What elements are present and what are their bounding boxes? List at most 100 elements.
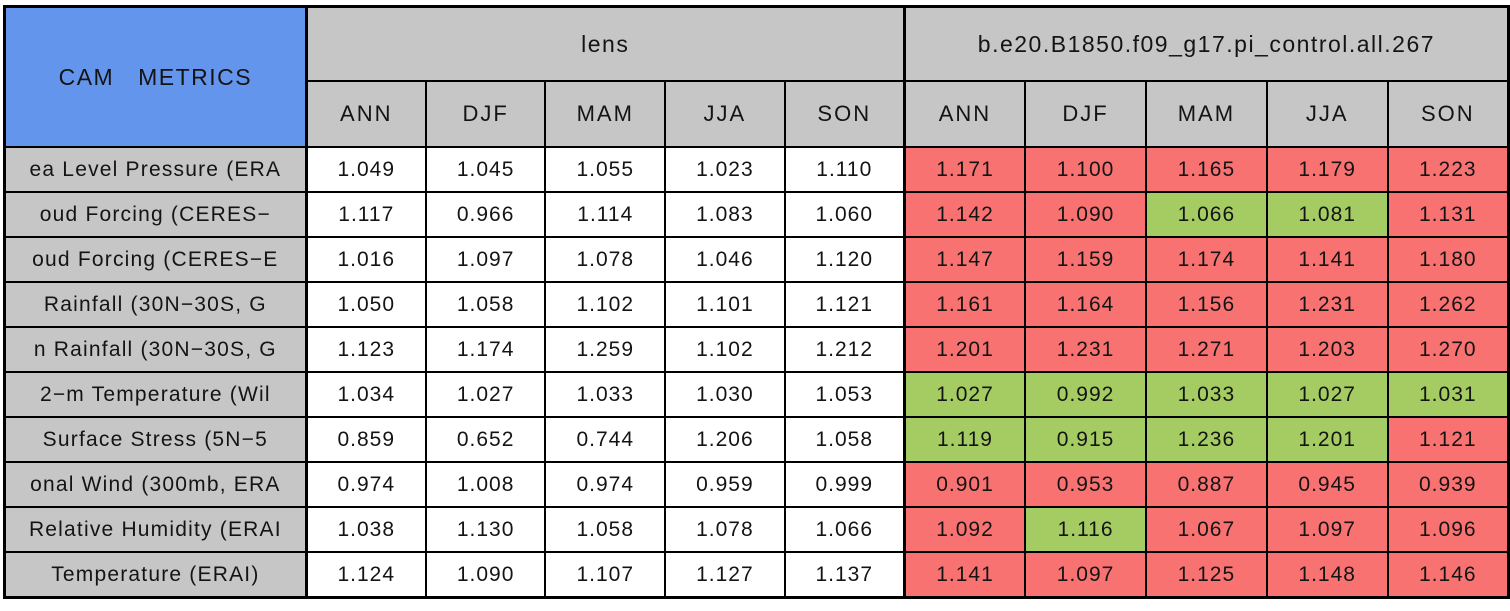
- lens-value-cell: 1.060: [783, 191, 906, 238]
- lens-value-cell: 0.999: [783, 461, 906, 508]
- lens-value-cell: 0.974: [544, 461, 667, 508]
- row-label: n Rainfall (30N−30S, G: [3, 326, 308, 373]
- lens-value-cell: 1.030: [664, 371, 786, 418]
- lens-value-cell: 1.027: [424, 371, 547, 418]
- lens-value-cell: 1.055: [544, 146, 667, 193]
- lens-value-cell: 0.744: [544, 416, 667, 463]
- lens-value-cell: 1.206: [664, 416, 786, 463]
- control-value-cell: 1.116: [1024, 506, 1147, 553]
- lens-value-cell: 1.127: [664, 551, 786, 599]
- control-value-cell: 0.945: [1265, 461, 1389, 508]
- control-value-cell: 0.915: [1024, 416, 1147, 463]
- lens-value-cell: 1.121: [783, 281, 906, 328]
- control-value-cell: 1.165: [1144, 146, 1268, 193]
- lens-value-cell: 1.107: [544, 551, 667, 599]
- control-value-cell: 1.156: [1144, 281, 1268, 328]
- season-header-control-djf: DJF: [1024, 80, 1147, 148]
- control-value-cell: 1.027: [1265, 371, 1389, 418]
- control-value-cell: 1.171: [902, 146, 1027, 193]
- lens-value-cell: 1.078: [664, 506, 786, 553]
- control-value-cell: 1.067: [1144, 506, 1268, 553]
- control-value-cell: 1.031: [1386, 371, 1510, 418]
- table-row: 2−m Temperature (Wil 1.034 1.027 1.033 1…: [3, 371, 1510, 418]
- season-header-control-ann: ANN: [902, 80, 1027, 148]
- control-value-cell: 1.100: [1024, 146, 1147, 193]
- lens-value-cell: 1.120: [783, 236, 906, 283]
- control-value-cell: 1.027: [902, 371, 1027, 418]
- table-row: n Rainfall (30N−30S, G 1.123 1.174 1.259…: [3, 326, 1510, 373]
- control-value-cell: 1.201: [902, 326, 1027, 373]
- lens-value-cell: 1.102: [664, 326, 786, 373]
- control-value-cell: 1.097: [1024, 551, 1147, 599]
- lens-value-cell: 0.974: [304, 461, 427, 508]
- control-value-cell: 1.119: [902, 416, 1027, 463]
- lens-value-cell: 1.130: [424, 506, 547, 553]
- table-row: oud Forcing (CERES−E 1.016 1.097 1.078 1…: [3, 236, 1510, 283]
- season-header-lens-son: SON: [783, 80, 906, 148]
- control-value-cell: 1.033: [1144, 371, 1268, 418]
- control-value-cell: 1.121: [1386, 416, 1510, 463]
- lens-value-cell: 1.058: [783, 416, 906, 463]
- control-value-cell: 1.262: [1386, 281, 1510, 328]
- row-label: Surface Stress (5N−5: [3, 416, 308, 463]
- control-value-cell: 0.901: [902, 461, 1027, 508]
- lens-value-cell: 1.259: [544, 326, 667, 373]
- lens-value-cell: 1.050: [304, 281, 427, 328]
- control-value-cell: 0.953: [1024, 461, 1147, 508]
- season-header-lens-mam: MAM: [544, 80, 667, 148]
- lens-value-cell: 1.058: [544, 506, 667, 553]
- row-label: onal Wind (300mb, ERA: [3, 461, 308, 508]
- lens-value-cell: 1.038: [304, 506, 427, 553]
- lens-value-cell: 1.212: [783, 326, 906, 373]
- lens-value-cell: 1.066: [783, 506, 906, 553]
- control-value-cell: 1.090: [1024, 191, 1147, 238]
- lens-value-cell: 1.023: [664, 146, 786, 193]
- control-value-cell: 1.147: [902, 236, 1027, 283]
- row-label: oud Forcing (CERES−: [3, 191, 308, 238]
- row-label: 2−m Temperature (Wil: [3, 371, 308, 418]
- lens-value-cell: 0.652: [424, 416, 547, 463]
- metrics-table: CAM METRICS lens b.e20.B1850.f09_g17.pi_…: [3, 5, 1510, 599]
- group-header-row: CAM METRICS lens b.e20.B1850.f09_g17.pi_…: [3, 5, 1510, 148]
- lens-value-cell: 1.097: [424, 236, 547, 283]
- control-value-cell: 1.161: [902, 281, 1027, 328]
- lens-value-cell: 1.174: [424, 326, 547, 373]
- control-value-cell: 1.096: [1386, 506, 1510, 553]
- lens-value-cell: 1.083: [664, 191, 786, 238]
- season-header-control-jja: JJA: [1265, 80, 1389, 148]
- row-label: oud Forcing (CERES−E: [3, 236, 308, 283]
- season-header-control-son: SON: [1386, 80, 1510, 148]
- control-value-cell: 1.148: [1265, 551, 1389, 599]
- lens-value-cell: 1.137: [783, 551, 906, 599]
- table-row: Rainfall (30N−30S, G 1.050 1.058 1.102 1…: [3, 281, 1510, 328]
- control-value-cell: 1.125: [1144, 551, 1268, 599]
- row-label: Rainfall (30N−30S, G: [3, 281, 308, 328]
- table-row: Temperature (ERAI) 1.124 1.090 1.107 1.1…: [3, 551, 1510, 599]
- control-value-cell: 0.992: [1024, 371, 1147, 418]
- control-value-cell: 1.270: [1386, 326, 1510, 373]
- control-value-cell: 1.141: [902, 551, 1027, 599]
- lens-value-cell: 1.102: [544, 281, 667, 328]
- group-header-control: b.e20.B1850.f09_g17.pi_control.all.267: [902, 5, 1510, 82]
- control-value-cell: 1.159: [1024, 236, 1147, 283]
- control-value-cell: 1.203: [1265, 326, 1389, 373]
- control-value-cell: 1.223: [1386, 146, 1510, 193]
- group-header-lens: lens: [304, 5, 906, 82]
- control-value-cell: 0.939: [1386, 461, 1510, 508]
- control-value-cell: 1.142: [902, 191, 1027, 238]
- control-value-cell: 0.887: [1144, 461, 1268, 508]
- control-value-cell: 1.271: [1144, 326, 1268, 373]
- lens-value-cell: 1.034: [304, 371, 427, 418]
- lens-value-cell: 1.123: [304, 326, 427, 373]
- control-value-cell: 1.201: [1265, 416, 1389, 463]
- season-header-control-mam: MAM: [1144, 80, 1268, 148]
- lens-value-cell: 1.114: [544, 191, 667, 238]
- row-label: ea Level Pressure (ERA: [3, 146, 308, 193]
- lens-value-cell: 0.966: [424, 191, 547, 238]
- control-value-cell: 1.231: [1265, 281, 1389, 328]
- lens-value-cell: 1.046: [664, 236, 786, 283]
- lens-value-cell: 1.101: [664, 281, 786, 328]
- lens-value-cell: 1.016: [304, 236, 427, 283]
- lens-value-cell: 1.110: [783, 146, 906, 193]
